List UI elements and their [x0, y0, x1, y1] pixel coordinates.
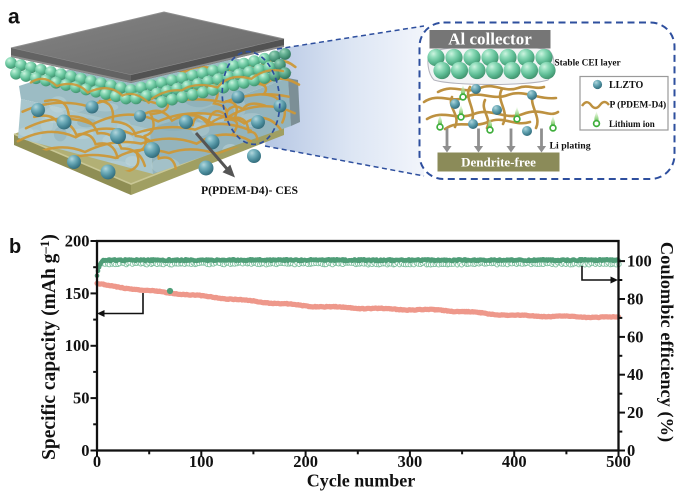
- svg-text:300: 300: [398, 452, 423, 471]
- svg-text:0: 0: [93, 452, 101, 471]
- svg-text:100: 100: [627, 252, 652, 271]
- svg-text:200: 200: [293, 452, 318, 471]
- svg-text:P(PDEM-D4)- CES: P(PDEM-D4)- CES: [201, 184, 298, 197]
- svg-text:b: b: [9, 236, 21, 258]
- svg-text:P (PDEM-D4): P (PDEM-D4): [610, 100, 667, 111]
- svg-text:LLZTO: LLZTO: [609, 80, 643, 91]
- svg-text:Li plating: Li plating: [550, 141, 591, 152]
- svg-text:50: 50: [73, 389, 90, 408]
- svg-text:100: 100: [65, 336, 90, 355]
- svg-text:100: 100: [189, 452, 214, 471]
- svg-text:Specific capacity (mAh g–1): Specific capacity (mAh g–1): [37, 234, 60, 460]
- svg-text:Dendrite-free: Dendrite-free: [461, 155, 536, 170]
- svg-text:40: 40: [627, 365, 644, 384]
- svg-text:Lithium ion: Lithium ion: [609, 119, 655, 129]
- svg-text:0: 0: [627, 441, 635, 460]
- svg-text:Stable CEI layer: Stable CEI layer: [555, 59, 621, 69]
- svg-text:Al collector: Al collector: [448, 30, 532, 49]
- svg-text:80: 80: [627, 290, 644, 309]
- svg-text:400: 400: [502, 452, 527, 471]
- svg-text:200: 200: [65, 232, 90, 251]
- svg-text:60: 60: [627, 327, 644, 346]
- svg-text:0: 0: [81, 441, 89, 460]
- svg-text:20: 20: [627, 403, 644, 422]
- svg-text:Cycle number: Cycle number: [307, 471, 415, 491]
- svg-text:500: 500: [606, 452, 631, 471]
- svg-text:150: 150: [65, 284, 90, 303]
- svg-text:Coulombic efficiency (%): Coulombic efficiency (%): [656, 242, 677, 442]
- svg-text:a: a: [8, 6, 20, 29]
